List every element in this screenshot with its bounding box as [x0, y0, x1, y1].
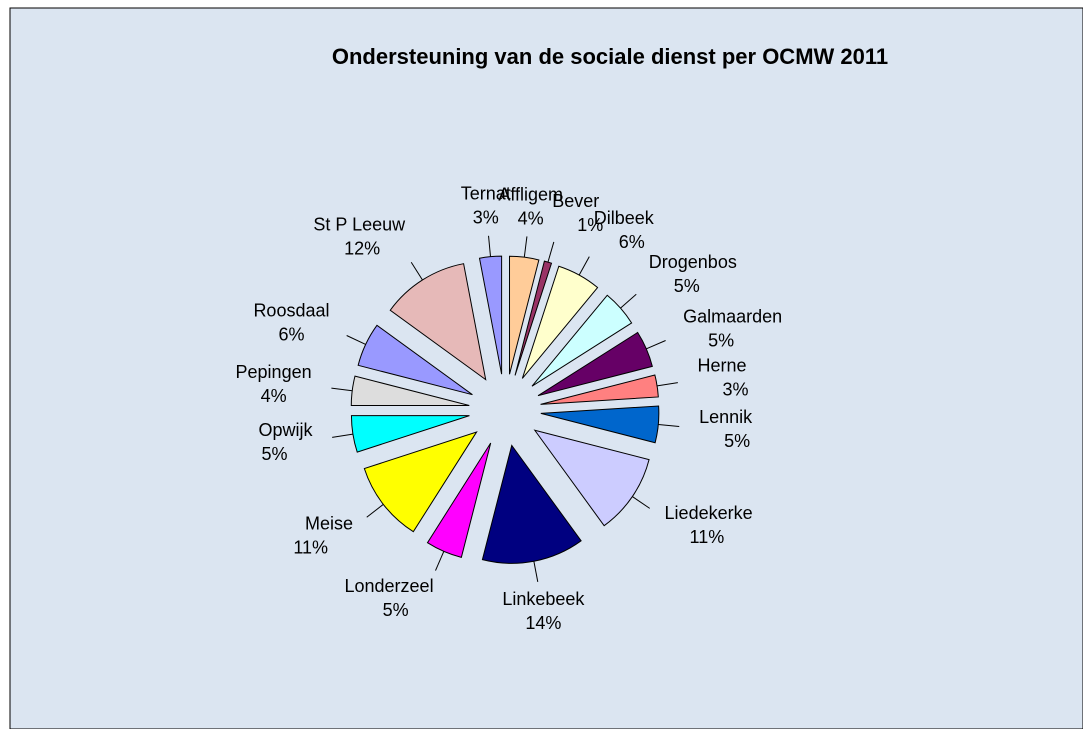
slice-value-label: 5% [724, 431, 750, 451]
leader-line [547, 241, 555, 263]
pie-slice [481, 444, 582, 564]
slice-label: Londerzeel [345, 576, 434, 596]
slice-label: Bever [552, 191, 599, 211]
pie-slice [478, 255, 503, 375]
leader-line [331, 387, 353, 392]
slice-value-label: 5% [383, 600, 409, 620]
leader-line [332, 433, 353, 438]
slice-label: Dilbeek [594, 208, 655, 228]
slice-label: Pepingen [236, 362, 312, 382]
leader-line [533, 561, 539, 582]
slice-value-label: 5% [674, 276, 700, 296]
slice-value-label: 6% [619, 232, 645, 252]
slice-label: Lennik [699, 407, 753, 427]
slice-value-label: 11% [690, 527, 725, 547]
slice-value-label: 3% [473, 208, 499, 228]
slice-label: Herne [697, 356, 746, 376]
leader-line [366, 503, 384, 518]
pie-slice [514, 260, 553, 376]
slice-label: Galmaarden [683, 306, 782, 326]
pie-slice [350, 415, 470, 453]
leader-line [632, 496, 651, 509]
leader-line [658, 423, 680, 427]
leader-line [488, 235, 492, 257]
slice-label: Roosdaal [253, 300, 329, 320]
pie-slice [521, 265, 599, 379]
slice-value-label: 1% [577, 215, 603, 235]
leader-line [578, 256, 590, 276]
slice-value-label: 4% [261, 386, 287, 406]
slice-value-label: 14% [525, 613, 561, 633]
leader-line [346, 335, 366, 345]
slice-label: Opwijk [259, 420, 314, 440]
slice-label: St P Leeuw [313, 215, 406, 235]
leader-line [410, 261, 423, 281]
chart-title: Ondersteuning van de sociale dienst per … [332, 44, 888, 69]
leader-line [646, 340, 666, 350]
pie-slice [509, 255, 540, 375]
pie-slice [426, 442, 492, 558]
pie-slice [531, 294, 633, 387]
leader-line [657, 382, 678, 387]
leader-line [620, 293, 637, 309]
slice-label: Meise [305, 513, 353, 533]
slice-value-label: 3% [722, 380, 748, 400]
slice-value-label: 5% [262, 444, 288, 464]
slice-value-label: 11% [293, 537, 328, 557]
pie-slice [357, 324, 473, 396]
slice-value-label: 4% [518, 208, 544, 228]
slice-value-label: 12% [344, 239, 380, 259]
slice-label: Linkebeek [502, 589, 585, 609]
slice-label: Affligem [498, 184, 563, 204]
pie-slice [537, 331, 653, 397]
slice-value-label: 6% [278, 324, 304, 344]
slice-label: Liedekerke [665, 503, 753, 523]
slice-value-label: 5% [708, 330, 734, 350]
leader-line [435, 551, 445, 571]
pie-slice [540, 405, 660, 444]
slice-label: Drogenbos [649, 252, 737, 272]
leader-line [523, 236, 528, 258]
pie-slice [363, 431, 478, 533]
slice-label: Ternat [461, 184, 511, 204]
pie-slice [350, 375, 470, 406]
